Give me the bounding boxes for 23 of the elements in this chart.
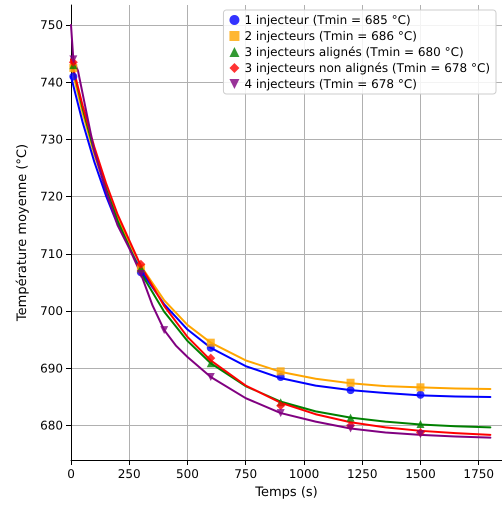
x-tick-label: 500 (176, 467, 199, 481)
legend-label: 3 injecteurs alignés (Tmin = 680 °C) (244, 45, 464, 59)
x-tick-label: 250 (118, 467, 141, 481)
y-tick-label: 740 (40, 75, 63, 90)
y-tick-label: 730 (40, 132, 63, 146)
legend-label: 4 injecteurs (Tmin = 678 °C) (244, 77, 417, 91)
x-tick-label: 1250 (346, 467, 378, 481)
y-tick-label: 720 (40, 190, 63, 204)
x-tick-label: 0 (67, 467, 75, 481)
x-tick-label: 1750 (463, 467, 494, 481)
y-tick-label: 680 (40, 418, 63, 433)
y-tick-label: 750 (40, 18, 63, 32)
x-tick-label: 1500 (405, 467, 436, 481)
legend-label: 2 injecteurs (Tmin = 686 °C) (244, 29, 417, 43)
legend-label: 1 injecteur (Tmin = 685 °C) (244, 13, 411, 27)
y-tick-label: 700 (40, 304, 63, 318)
y-axis-title: Température moyenne (°C) (15, 144, 30, 322)
x-axis-title: Temps (s) (254, 485, 318, 500)
x-tick-label: 750 (234, 467, 258, 481)
x-tick-label: 1000 (288, 467, 320, 481)
y-tick-label: 710 (40, 246, 63, 261)
y-tick-label: 690 (40, 361, 63, 376)
legend-label: 3 injecteurs non alignés (Tmin = 678 °C) (244, 61, 490, 75)
